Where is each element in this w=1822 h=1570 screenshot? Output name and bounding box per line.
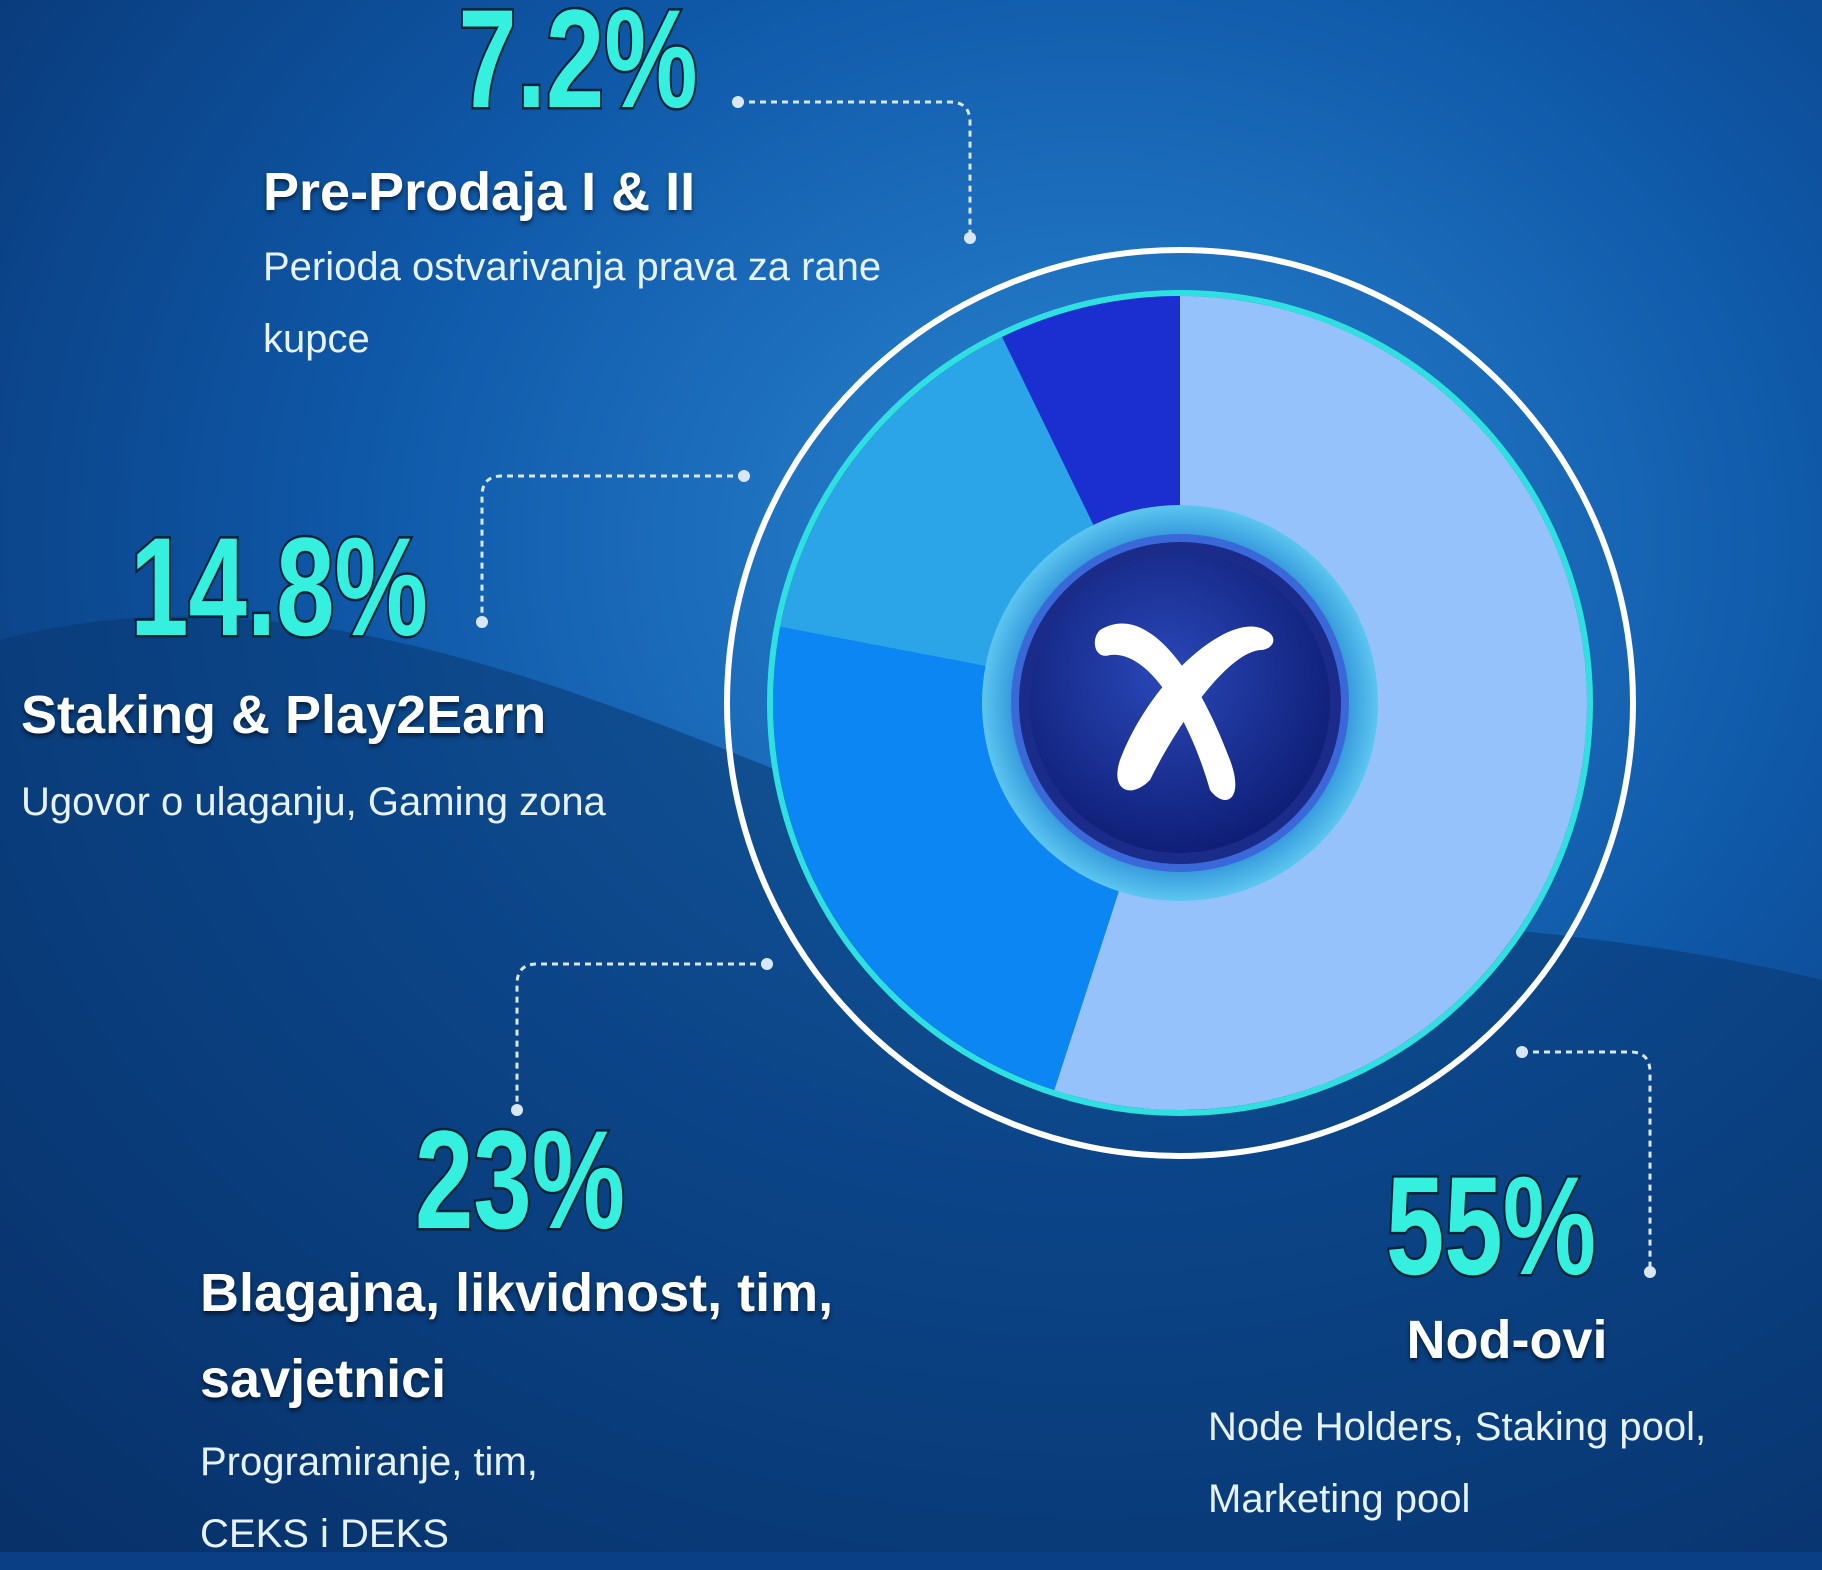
slice-title: Staking & Play2Earn — [21, 685, 547, 745]
connector-dot — [511, 1104, 523, 1116]
value-label: 7.2% — [458, 0, 697, 138]
logo — [1094, 623, 1274, 800]
slice-description: Programiranje, tim, CEKS i DEKS — [200, 1440, 538, 1556]
connector — [480, 474, 744, 622]
connector — [515, 962, 767, 1110]
value-label: 55% — [1386, 1148, 1596, 1304]
connector — [738, 100, 972, 238]
outer-ring — [724, 247, 1636, 1159]
connector-dot — [476, 616, 488, 628]
connector-dot — [964, 232, 976, 244]
slice-description: Node Holders, Staking pool, Marketing po… — [1208, 1405, 1707, 1521]
value-label: 14.8% — [130, 509, 428, 665]
slice-title: Blagajna, likvidnost, tim, savjetnici — [200, 1263, 834, 1409]
connector-dot — [761, 958, 773, 970]
background-wave — [0, 616, 1822, 1552]
inner-ring — [767, 290, 1593, 1116]
slice-title: Nod-ovi — [1406, 1310, 1608, 1370]
value-labels: 55% 23% 14.8% 7.2% — [128, 0, 1598, 1307]
connector — [1522, 1050, 1652, 1272]
slice-title: Pre-Prodaja I & II — [263, 162, 696, 222]
connector-dot — [738, 470, 750, 482]
slice-description: Ugovor o ulaganju, Gaming zona — [21, 780, 606, 824]
connector-dot — [1644, 1266, 1656, 1278]
value-label: 23% — [415, 1102, 625, 1258]
slice-description: Perioda ostvarivanja prava za rane kupce — [263, 245, 882, 361]
connector-dot — [1516, 1046, 1528, 1058]
connector-dot — [732, 96, 744, 108]
